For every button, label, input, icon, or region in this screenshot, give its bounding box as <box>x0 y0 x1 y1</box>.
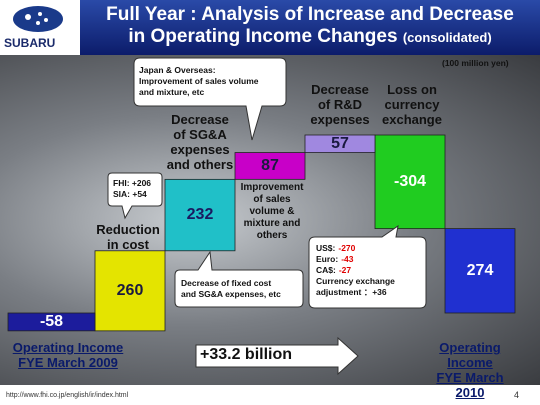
logo-text: SUBARU <box>4 36 56 50</box>
currency-value: -27 <box>338 265 352 275</box>
value-label: 232 <box>186 206 214 224</box>
bar <box>374 134 446 230</box>
page-number: 4 <box>514 390 520 400</box>
callout-text: FHI: +206 SIA: +54 <box>113 178 152 199</box>
category-label: Improvement of sales volume & mixture an… <box>240 182 304 241</box>
bar <box>164 178 236 252</box>
bar <box>94 250 166 332</box>
value-label: -58 <box>39 312 64 330</box>
bar <box>7 312 96 332</box>
callout-text: Japan & Overseas: Improvement of sales v… <box>139 65 259 97</box>
value-label: -304 <box>393 172 427 190</box>
value-label: 57 <box>331 134 349 152</box>
currency-label: Euro: <box>316 254 339 264</box>
total-change: +33.2 billion <box>200 346 293 363</box>
currency-value: -270 <box>338 243 356 253</box>
title-line: in Operating Income Changes <box>128 26 398 47</box>
footer <box>0 385 540 405</box>
currency-label: CA$: <box>316 265 336 275</box>
value-label: 260 <box>116 281 144 299</box>
bar <box>234 152 306 180</box>
category-label: Decrease of R&D expenses <box>310 82 370 127</box>
category-label: Decrease of SG&A expenses and others <box>166 112 234 172</box>
callouts <box>107 57 427 309</box>
footer-url: http://www.fhi.co.jp/english/ir/index.ht… <box>6 392 129 399</box>
category-label: Loss on currency exchange <box>382 82 442 127</box>
category-label: Reduction in cost <box>96 222 160 252</box>
title-suffix: (consolidated) <box>402 30 492 45</box>
value-label: 87 <box>261 156 279 174</box>
unit-note: (100 million yen) <box>442 58 509 68</box>
currency-label: US$: <box>316 243 336 253</box>
currency-value: -43 <box>341 254 354 264</box>
bar <box>444 228 516 314</box>
bar <box>304 134 376 153</box>
title-line: Full Year : Analysis of Increase and Dec… <box>106 4 514 25</box>
category-label: Operating Income FYE March 2009 <box>12 340 124 370</box>
callout-line: Euro: -43 <box>316 254 395 265</box>
title-bar: Full Year : Analysis of Increase and Dec… <box>80 0 540 55</box>
currency-note: Currency exchange adjustment ：+36 <box>316 276 395 297</box>
value-label: 274 <box>466 261 494 279</box>
callout-line: US$: -270 <box>316 243 395 254</box>
logo <box>13 6 63 32</box>
category-label: Operating Income FYE March 2010 <box>436 340 504 400</box>
title-line: in Operating Income Changes (consolidate… <box>80 26 540 48</box>
logo-area: SUBARU <box>0 0 80 55</box>
change-arrow <box>195 336 359 376</box>
callout-text: US$: -270 Euro: -43 CA$: -27 Currency exchange… <box>316 243 395 298</box>
callout-text: Decrease of fixed cost and SG&A expenses… <box>181 278 281 299</box>
callout-line: CA$: -27 <box>316 265 395 276</box>
